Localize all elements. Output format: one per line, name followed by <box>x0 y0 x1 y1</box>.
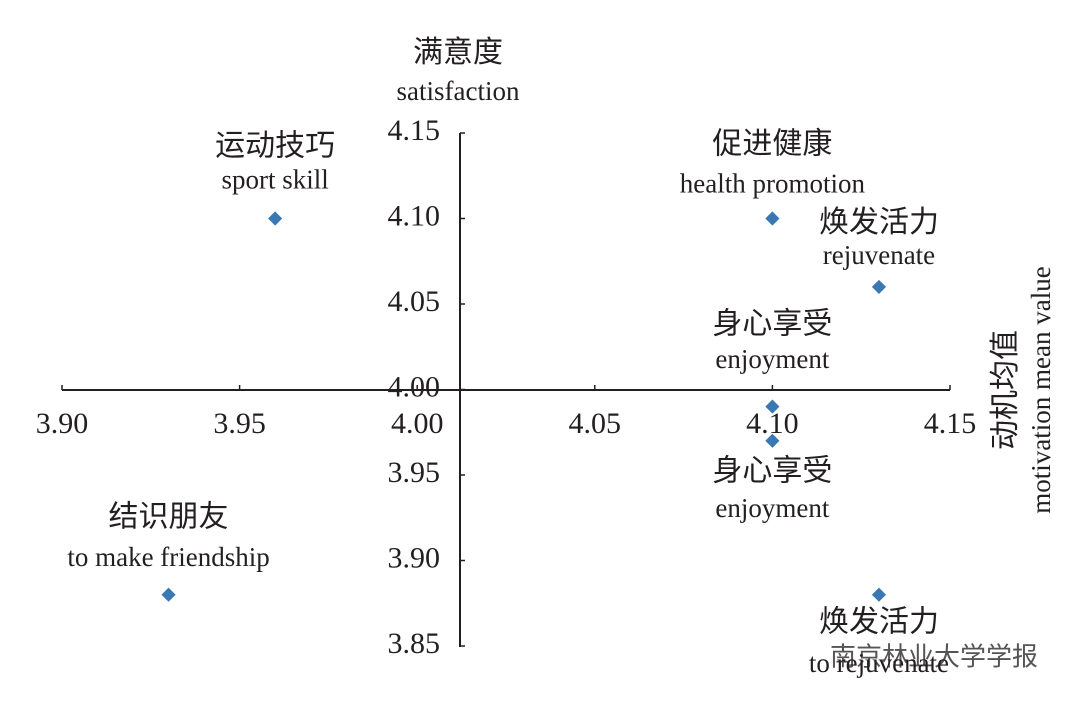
point <box>871 279 887 294</box>
x-tick-label: 4.00 <box>391 407 444 440</box>
chart-subtitle: satisfaction <box>397 76 520 106</box>
point <box>765 211 780 226</box>
y-tick-label: 3.90 <box>388 541 441 574</box>
x-tick-label: 3.90 <box>36 407 89 440</box>
point <box>268 211 283 226</box>
point-label-en: sport skill <box>221 165 328 195</box>
chart-title: 满意度 <box>413 36 503 69</box>
y-tick-label: 3.85 <box>388 627 441 660</box>
point-label: 身心享受 <box>712 307 832 340</box>
watermark: 南京林业大学学报 <box>830 643 1038 673</box>
point-label: 身心享受 <box>712 455 832 488</box>
y-tick-label: 4.05 <box>388 285 441 318</box>
y-axis-label-en: motivation mean value <box>1026 266 1056 513</box>
x-tick-label: 4.05 <box>569 407 622 440</box>
point-label-en: enjoyment <box>715 344 829 374</box>
y-tick-label: 4.00 <box>388 370 441 403</box>
point <box>765 399 780 414</box>
point-label-en: enjoyment <box>715 493 829 523</box>
x-tick-label: 4.15 <box>924 407 977 440</box>
point-label: 焕发活力 <box>819 606 939 639</box>
point-label: 促进健康 <box>712 127 832 160</box>
y-tick-label: 4.15 <box>388 114 441 147</box>
point <box>161 587 176 602</box>
point-label: 运动技巧 <box>215 129 335 162</box>
point-label-en: health promotion <box>680 169 866 199</box>
x-tick-label: 3.95 <box>213 407 266 440</box>
y-tick-label: 3.95 <box>388 456 441 489</box>
point-label: 结识朋友 <box>109 501 229 534</box>
y-axis-label: 动机均值 <box>989 330 1022 450</box>
point-label-en: to rejuvenate <box>809 648 949 678</box>
y-tick-label: 4.10 <box>388 199 441 232</box>
point-label-en: to make friendship <box>67 542 269 572</box>
point <box>765 433 780 448</box>
point-label: 焕发活力 <box>819 206 939 239</box>
point <box>871 587 887 602</box>
point-label-en: rejuvenate <box>823 240 935 270</box>
